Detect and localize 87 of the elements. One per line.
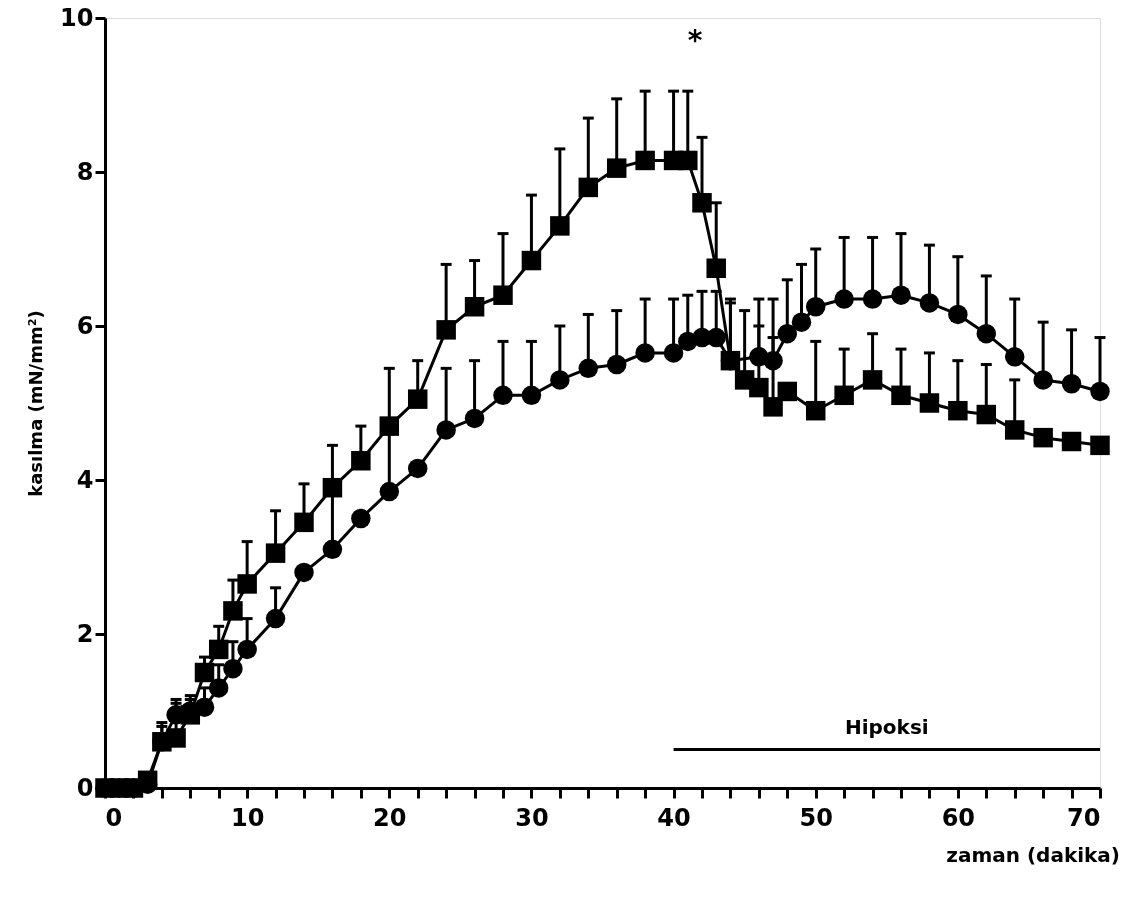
point [351, 508, 371, 529]
y-tick-label: 2 [76, 619, 94, 648]
point [322, 477, 343, 498]
point [265, 543, 286, 563]
y-tick-label: 6 [76, 311, 94, 340]
point [791, 312, 812, 332]
point [1090, 435, 1110, 456]
point [407, 458, 428, 479]
point [692, 193, 712, 213]
point [919, 393, 940, 413]
point [763, 350, 783, 371]
point [436, 420, 456, 440]
point [194, 662, 215, 683]
point [948, 400, 968, 421]
x-tick-label: 20 [373, 803, 407, 832]
point [976, 404, 997, 425]
point [606, 158, 627, 178]
series-label: Hipoksi [844, 714, 929, 739]
x-tick-label: 10 [230, 803, 265, 832]
point [223, 658, 243, 679]
point [1090, 381, 1110, 402]
x-tick-label: 0 [105, 803, 123, 832]
point [706, 258, 726, 278]
point [777, 381, 798, 402]
point [635, 150, 655, 171]
x-tick-label: 60 [941, 803, 976, 832]
y-tick-label: 4 [76, 465, 94, 494]
y-tick-label: 0 [76, 773, 94, 802]
point [805, 297, 826, 317]
point [1033, 427, 1053, 448]
point [635, 343, 655, 363]
point [521, 385, 542, 406]
y-tick-label: 8 [76, 157, 94, 186]
point [578, 177, 599, 198]
point [493, 285, 513, 305]
point [578, 358, 599, 379]
y-axis-title: kasılma (mN/mm²) [25, 310, 47, 497]
point [862, 289, 883, 309]
point [464, 297, 485, 317]
y-tick-label: 10 [60, 3, 94, 32]
point [237, 574, 257, 594]
point [1033, 370, 1053, 390]
point [521, 250, 542, 271]
point [891, 285, 911, 305]
point [678, 150, 698, 171]
point [805, 400, 826, 421]
point [351, 451, 371, 471]
point [834, 289, 854, 309]
point [777, 323, 798, 344]
x-tick-label: 50 [799, 803, 833, 832]
point [294, 512, 314, 533]
point [749, 377, 769, 398]
point [948, 304, 968, 325]
point [606, 354, 627, 375]
point [550, 370, 570, 390]
point [891, 385, 911, 406]
point [976, 323, 997, 344]
point [208, 678, 229, 698]
point [663, 343, 684, 363]
point [1061, 374, 1082, 394]
point [237, 639, 257, 660]
point [379, 481, 400, 502]
point [493, 385, 513, 406]
x-tick-label: 70 [1067, 803, 1101, 832]
point [294, 562, 314, 583]
point [1061, 431, 1082, 452]
point [436, 320, 456, 340]
point [1004, 347, 1025, 367]
point [223, 601, 243, 621]
point [407, 389, 428, 409]
point [834, 385, 854, 406]
point [862, 370, 883, 390]
point [706, 327, 726, 348]
point [550, 216, 570, 236]
point [379, 416, 400, 436]
x-tick-label: 40 [657, 803, 691, 832]
point [208, 639, 229, 660]
point [1004, 420, 1025, 440]
point [464, 408, 485, 429]
x-axis-title: zaman (dakika) [946, 843, 1120, 867]
point [194, 697, 215, 717]
x-tick-label: 30 [515, 803, 549, 832]
point [919, 293, 940, 313]
annotation: * [687, 24, 703, 57]
point [265, 608, 286, 629]
point [322, 539, 343, 560]
point [763, 397, 783, 417]
